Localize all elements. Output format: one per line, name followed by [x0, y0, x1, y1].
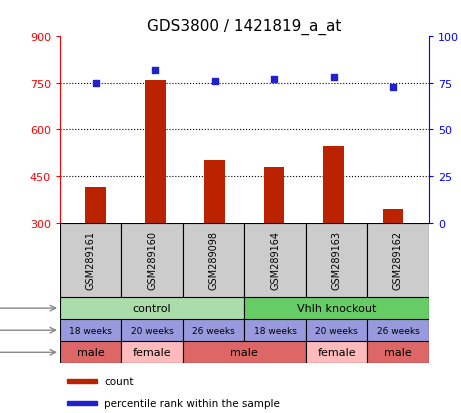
Bar [121, 319, 183, 342]
Bar [60, 297, 244, 319]
Bar [323, 147, 344, 223]
Text: female: female [317, 347, 356, 357]
Bar [306, 223, 367, 297]
Bar [121, 223, 183, 297]
Text: 26 weeks: 26 weeks [377, 326, 420, 335]
Bar [306, 319, 367, 342]
Text: male: male [384, 347, 412, 357]
Text: GSM289161: GSM289161 [86, 231, 96, 290]
Text: 18 weeks: 18 weeks [254, 326, 296, 335]
Text: male: male [230, 347, 258, 357]
Bar [244, 319, 306, 342]
Point [330, 75, 337, 81]
Bar [183, 223, 244, 297]
Text: 26 weeks: 26 weeks [192, 326, 235, 335]
Bar [204, 161, 225, 223]
Text: male: male [77, 347, 105, 357]
Bar [383, 209, 403, 223]
Bar [67, 401, 97, 405]
Bar [145, 81, 165, 223]
Point [211, 78, 218, 85]
Bar [264, 167, 284, 223]
Bar [244, 297, 429, 319]
Text: female: female [133, 347, 171, 357]
Bar [67, 379, 97, 383]
Text: 18 weeks: 18 weeks [69, 326, 112, 335]
Bar [367, 342, 429, 363]
Text: GSM289098: GSM289098 [208, 231, 219, 290]
Text: GSM289162: GSM289162 [393, 231, 403, 290]
Bar [60, 319, 121, 342]
Bar [183, 342, 306, 363]
Bar [244, 223, 306, 297]
Bar [60, 223, 121, 297]
Point [92, 81, 99, 87]
Text: Vhlh knockout: Vhlh knockout [297, 304, 376, 313]
Bar [367, 223, 429, 297]
Bar [183, 319, 244, 342]
Text: count: count [104, 376, 134, 386]
Text: 20 weeks: 20 weeks [315, 326, 358, 335]
Text: percentile rank within the sample: percentile rank within the sample [104, 398, 280, 408]
Bar [367, 319, 429, 342]
Point [390, 84, 397, 91]
Bar [306, 342, 367, 363]
Text: GSM289163: GSM289163 [331, 231, 342, 290]
Text: 20 weeks: 20 weeks [131, 326, 173, 335]
Title: GDS3800 / 1421819_a_at: GDS3800 / 1421819_a_at [147, 18, 342, 34]
Point [271, 77, 278, 83]
Text: GSM289164: GSM289164 [270, 231, 280, 290]
Bar [85, 188, 106, 223]
Bar [121, 342, 183, 363]
Bar [60, 342, 121, 363]
Text: GSM289160: GSM289160 [147, 231, 157, 290]
Text: control: control [133, 304, 171, 313]
Point [151, 67, 159, 74]
